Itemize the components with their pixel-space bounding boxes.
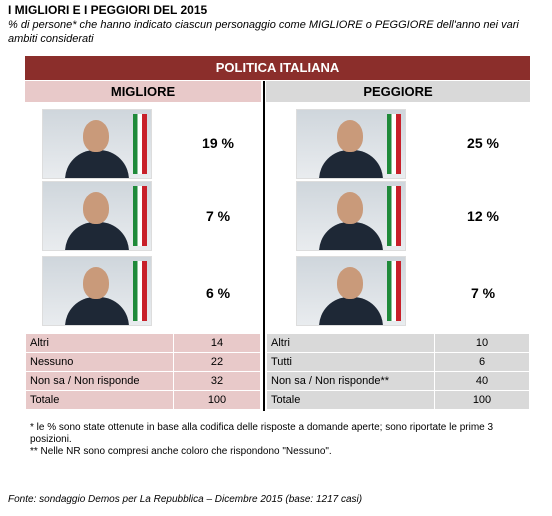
worst-3-value: 7 % bbox=[470, 285, 496, 301]
row-value: 22 bbox=[173, 352, 261, 372]
table-row: Totale 100 bbox=[266, 390, 530, 410]
row-label: Altri bbox=[266, 333, 435, 353]
chart-subtitle: % di persone* che hanno indicato ciascun… bbox=[8, 19, 519, 45]
table-row: Altri 14 bbox=[25, 333, 261, 353]
worst-2-value: 12 % bbox=[467, 208, 499, 224]
row-value: 14 bbox=[173, 333, 261, 353]
row-value: 10 bbox=[434, 333, 530, 353]
best-column-header: MIGLIORE bbox=[25, 81, 261, 102]
row-label: Non sa / Non risponde** bbox=[266, 371, 435, 391]
best-other-table: Altri 14 Nessuno 22 Non sa / Non rispond… bbox=[25, 333, 261, 410]
best-2-value: 7 % bbox=[205, 208, 231, 224]
row-label: Nessuno bbox=[25, 352, 174, 372]
worst-other-table: Altri 10 Tutti 6 Non sa / Non risponde**… bbox=[266, 333, 530, 410]
row-value: 6 bbox=[434, 352, 530, 372]
table-row: Tutti 6 bbox=[266, 352, 530, 372]
row-value: 100 bbox=[434, 390, 530, 410]
best-2-photo bbox=[42, 181, 152, 251]
footnote-1: * le % sono state ottenute in base alla … bbox=[30, 422, 494, 445]
row-label: Totale bbox=[25, 390, 174, 410]
source-note: Fonte: sondaggio Demos per La Repubblica… bbox=[8, 494, 363, 505]
best-1-photo bbox=[42, 109, 152, 179]
table-row: Non sa / Non risponde 32 bbox=[25, 371, 261, 391]
row-label: Tutti bbox=[266, 352, 435, 372]
chart-title: I MIGLIORI E I PEGGIORI DEL 2015 bbox=[8, 3, 208, 17]
best-1-value: 19 % bbox=[202, 135, 234, 151]
row-label: Non sa / Non risponde bbox=[25, 371, 174, 391]
worst-2-photo bbox=[296, 181, 406, 251]
worst-3-photo bbox=[296, 256, 406, 326]
best-3-value: 6 % bbox=[205, 285, 231, 301]
row-value: 40 bbox=[434, 371, 530, 391]
row-value: 32 bbox=[173, 371, 261, 391]
table-row: Altri 10 bbox=[266, 333, 530, 353]
table-row: Totale 100 bbox=[25, 390, 261, 410]
column-divider bbox=[263, 81, 265, 411]
row-value: 100 bbox=[173, 390, 261, 410]
worst-1-value: 25 % bbox=[467, 135, 499, 151]
table-row: Nessuno 22 bbox=[25, 352, 261, 372]
best-3-photo bbox=[42, 256, 152, 326]
row-label: Totale bbox=[266, 390, 435, 410]
footnote-2: ** Nelle NR sono compresi anche coloro c… bbox=[30, 446, 332, 457]
row-label: Altri bbox=[25, 333, 174, 353]
section-banner: POLITICA ITALIANA bbox=[25, 56, 530, 80]
worst-1-photo bbox=[296, 109, 406, 179]
footnotes: * le % sono state ottenute in base alla … bbox=[30, 422, 530, 458]
worst-column-header: PEGGIORE bbox=[266, 81, 530, 102]
table-row: Non sa / Non risponde** 40 bbox=[266, 371, 530, 391]
